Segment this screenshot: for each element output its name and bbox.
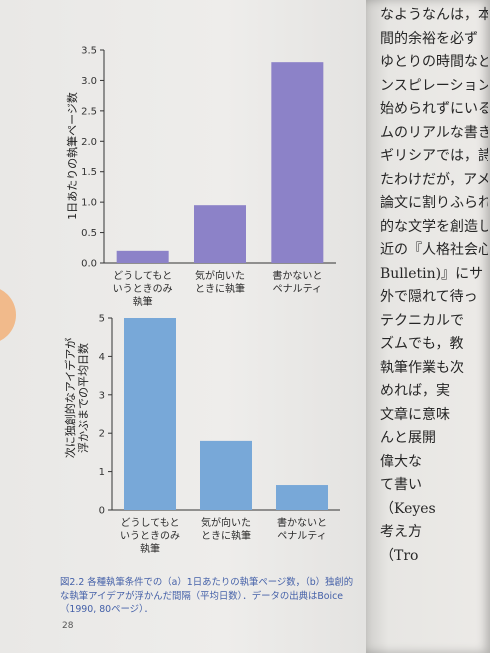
right-page-line: 偉大な (380, 453, 422, 470)
y-axis-label: 次に独創的なアイデアが浮かぶまでの平均日数 (63, 338, 90, 458)
y-tick-label: 0.0 (81, 259, 97, 270)
y-tick-label: 1.5 (81, 167, 97, 178)
right-page-line: 執筆作業も次 (380, 359, 464, 376)
right-page-line: ムのリアルな書き手 (380, 124, 488, 141)
right-page-line: 文章に意味 (380, 406, 450, 423)
bar-3 (276, 485, 328, 510)
y-tick-label: 2 (99, 429, 105, 440)
y-tick-label: 5 (99, 314, 105, 325)
right-page-line: 近の『人格社会心 (380, 242, 488, 258)
page-tab-marker (0, 286, 16, 344)
right-page-line: Bulletin)』にサ (380, 265, 484, 282)
y-tick-label: 3.5 (81, 46, 97, 57)
right-page-line: 外で隠れて待っ (380, 289, 478, 305)
right-page-line: なようなんは，本書 (380, 7, 488, 23)
bar-1 (124, 318, 176, 510)
right-page-text: なようなんは，本書間的余裕を必ずゆとりの時間などンスピレーション始められずにいる… (380, 4, 488, 649)
figure-caption: 図2.2 各種執筆条件での（a）1日あたりの執筆ページ数，（b）独創的な執筆アイ… (60, 577, 354, 615)
x-category-label: 書かないとペナルティ (272, 269, 322, 295)
right-page-line: 始められずにいる人は (380, 101, 488, 117)
x-category-label: どうしてもというときのみ執筆 (113, 270, 173, 308)
right-page-line: ズムでも，教 (380, 336, 464, 352)
right-page-line: （Keyes (380, 500, 436, 517)
right-page-line: ンスピレーション (380, 77, 488, 94)
right-page (366, 0, 490, 653)
right-page-line: テクニカルで (380, 312, 464, 329)
y-tick-label: 2.0 (81, 137, 97, 148)
right-page-line: めれば，実 (380, 383, 450, 399)
bar-3 (271, 62, 324, 263)
y-tick-label: 3 (99, 390, 105, 401)
right-page-line: んと展開 (380, 430, 436, 446)
right-page-line: 考え方 (380, 524, 422, 540)
x-category-label: 書かないとペナルティ (277, 516, 327, 542)
right-page-line: 的な文学を創造し (380, 218, 488, 235)
right-page-line: て書い (380, 477, 422, 493)
y-tick-label: 1.0 (81, 198, 97, 209)
right-page-line: ギリシアでは，詩や (380, 148, 488, 164)
page-number: 28 (62, 621, 74, 631)
bar-2 (194, 205, 246, 263)
y-tick-label: 0 (99, 506, 105, 517)
x-category-label: 気が向いたときに執筆 (195, 269, 245, 295)
bar-2 (200, 440, 252, 510)
y-tick-label: 4 (99, 352, 105, 363)
right-page-line: 論文に割りふられ (380, 195, 488, 211)
right-page-line: （Tro (380, 547, 419, 564)
y-tick-label: 0.5 (81, 228, 97, 239)
y-tick-label: 3.0 (81, 76, 97, 87)
right-page-line: たわけだが，アメリ (380, 171, 488, 188)
x-category-label: 気が向いたときに執筆 (201, 516, 251, 542)
y-tick-label: 1 (99, 467, 105, 478)
right-page-line: 間的余裕を必ず (380, 30, 478, 47)
y-axis-label: 1日あたりの執筆ページ数 (65, 92, 79, 220)
y-tick-label: 2.5 (81, 106, 97, 117)
right-page-line: ゆとりの時間など (380, 54, 488, 70)
x-category-label: どうしてもというときのみ執筆 (120, 517, 180, 555)
bar-1 (116, 250, 169, 263)
